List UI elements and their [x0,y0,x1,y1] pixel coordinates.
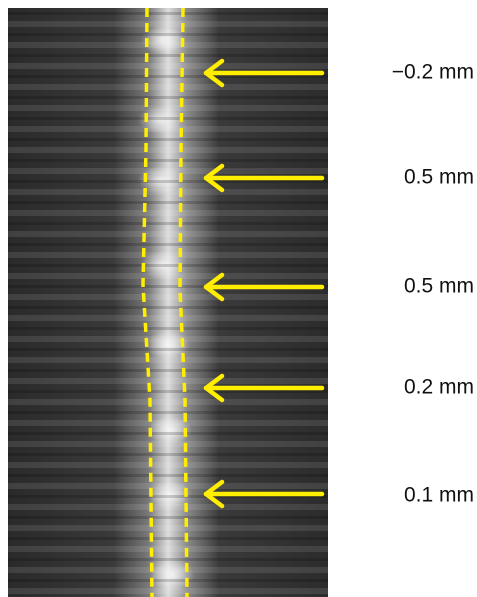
arrows [203,58,325,509]
arrow [203,58,325,88]
arrow [203,373,325,403]
arrow [203,163,325,193]
right-boundary [178,7,189,597]
shift-label: 0.5 mm [404,275,474,298]
shift-label: 0.1 mm [404,484,474,507]
arrow [203,272,325,302]
boundary-lines [141,7,189,597]
arrow [203,479,325,509]
shift-label: −0.2 mm [392,61,474,84]
shift-label: 0.2 mm [404,376,474,399]
shift-label: 0.5 mm [404,166,474,189]
microscope-image [8,8,328,597]
left-boundary [141,7,154,597]
